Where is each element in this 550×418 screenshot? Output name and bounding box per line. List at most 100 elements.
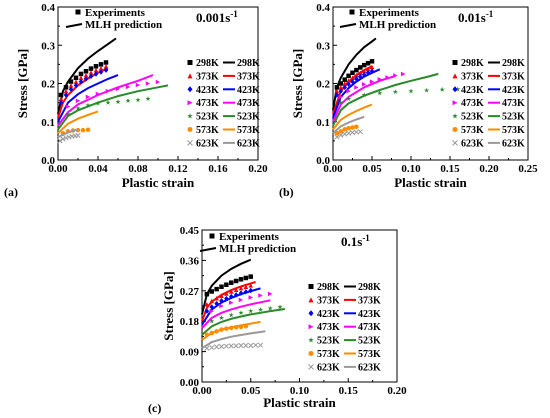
y-tick-label: 0.4	[41, 2, 55, 14]
exp-point	[98, 62, 104, 67]
exp-point	[377, 77, 383, 82]
legend-mlh: MLH prediction	[359, 19, 436, 31]
legend-temp-model-label: 473K	[358, 322, 381, 333]
series-373K	[201, 281, 256, 322]
exp-point	[350, 75, 355, 81]
exp-point	[238, 277, 244, 282]
x-axis-label: Plastic strain	[122, 175, 195, 190]
series-423K	[201, 287, 261, 326]
exp-point	[75, 105, 81, 111]
legend-temp-exp-label: 623K	[461, 138, 484, 149]
legend-temp-exp-label: 523K	[317, 336, 340, 347]
y-axis-label: Stress [GPa]	[161, 271, 176, 340]
exp-point	[78, 78, 84, 85]
y-tick-label: 0.00	[180, 377, 200, 389]
exp-point	[408, 88, 414, 94]
legend-temp-marker	[452, 86, 458, 93]
y-axis-label: Stress [GPa]	[15, 49, 30, 118]
exp-point	[214, 344, 220, 350]
series-623K	[57, 128, 81, 144]
exp-point	[338, 132, 344, 138]
exp-point	[248, 342, 254, 349]
legend-temp-exp-label: 573K	[196, 125, 219, 136]
legend-temp-exp-label: 298K	[196, 58, 219, 69]
x-tick-label: 0.15	[339, 385, 359, 397]
exp-point	[334, 85, 340, 90]
legend-experiments: Experiments	[219, 231, 280, 243]
exp-point	[346, 88, 351, 94]
exp-point	[342, 131, 348, 137]
exp-point	[214, 300, 219, 307]
legend-temp-model-label: 423K	[237, 85, 260, 96]
exp-point	[78, 71, 84, 77]
exp-point	[268, 291, 273, 297]
exp-point	[350, 70, 355, 76]
y-tick-label: 0.2	[316, 79, 330, 91]
exp-point	[204, 291, 210, 297]
exp-point	[105, 99, 111, 105]
exp-point	[248, 295, 253, 300]
exp-point	[346, 78, 351, 83]
exp-point	[350, 125, 355, 130]
exp-point	[68, 79, 74, 84]
exp-point	[93, 64, 99, 69]
y-tick-label: 0.45	[180, 225, 200, 237]
exp-point	[58, 92, 64, 98]
series-423K	[57, 67, 119, 123]
legend-mlh: MLH prediction	[85, 19, 162, 31]
y-tick-label: 0.2	[41, 79, 55, 91]
legend-temp-exp-label: 573K	[461, 125, 484, 136]
exp-point	[66, 134, 72, 140]
exp-point	[209, 344, 215, 351]
model-line	[332, 74, 396, 123]
exp-point	[354, 76, 359, 82]
model-line	[57, 128, 79, 139]
exp-point	[238, 290, 244, 296]
exp-point	[248, 283, 253, 288]
series-623K	[332, 115, 365, 140]
series-298K	[57, 37, 117, 115]
legend-exp-marker	[209, 233, 215, 239]
exp-point	[238, 310, 244, 315]
model-line	[57, 84, 169, 130]
exp-point	[115, 86, 121, 92]
y-tick-label: 0.36	[180, 255, 200, 267]
legend-model-line	[199, 247, 217, 252]
legend-temp-exp-label: 423K	[317, 309, 340, 320]
exp-point	[209, 308, 214, 314]
y-tick-label: 0.1	[41, 117, 55, 129]
model-line	[57, 74, 119, 123]
legend-temp-marker	[452, 127, 458, 132]
exp-point	[334, 130, 340, 136]
exp-point	[361, 68, 367, 74]
exp-point	[93, 71, 99, 77]
x-tick-label: 0.16	[208, 163, 228, 175]
exp-point	[214, 286, 219, 292]
strain-rate-label: 0.001s-1	[196, 9, 238, 25]
model-line	[201, 299, 271, 329]
panel-label: (a)	[4, 185, 18, 199]
exp-point	[73, 82, 79, 89]
legend-temp-marker	[187, 60, 193, 65]
legend-exp-marker	[75, 9, 81, 15]
exp-point	[229, 280, 234, 285]
legend-temp-marker	[452, 113, 458, 119]
legend-experiments: Experiments	[85, 7, 146, 19]
x-tick-label: 0.20	[387, 385, 407, 397]
exp-point	[248, 308, 254, 314]
legend-temp-model-label: 373K	[237, 71, 260, 82]
y-tick-label: 0.09	[180, 347, 200, 359]
series-523K	[57, 84, 169, 130]
series-623K	[201, 330, 266, 351]
exp-point	[145, 81, 151, 86]
y-axis-label: Stress [GPa]	[290, 49, 305, 118]
exp-point	[354, 85, 359, 90]
exp-point	[248, 287, 253, 294]
exp-point	[238, 342, 244, 349]
exp-point	[257, 342, 264, 348]
legend-temp-marker	[308, 324, 314, 330]
strain-rate-label: 0.1s-1	[341, 233, 370, 249]
exp-point	[258, 293, 263, 298]
exp-point	[63, 92, 69, 98]
legend-temp-model-label: 523K	[502, 112, 525, 123]
